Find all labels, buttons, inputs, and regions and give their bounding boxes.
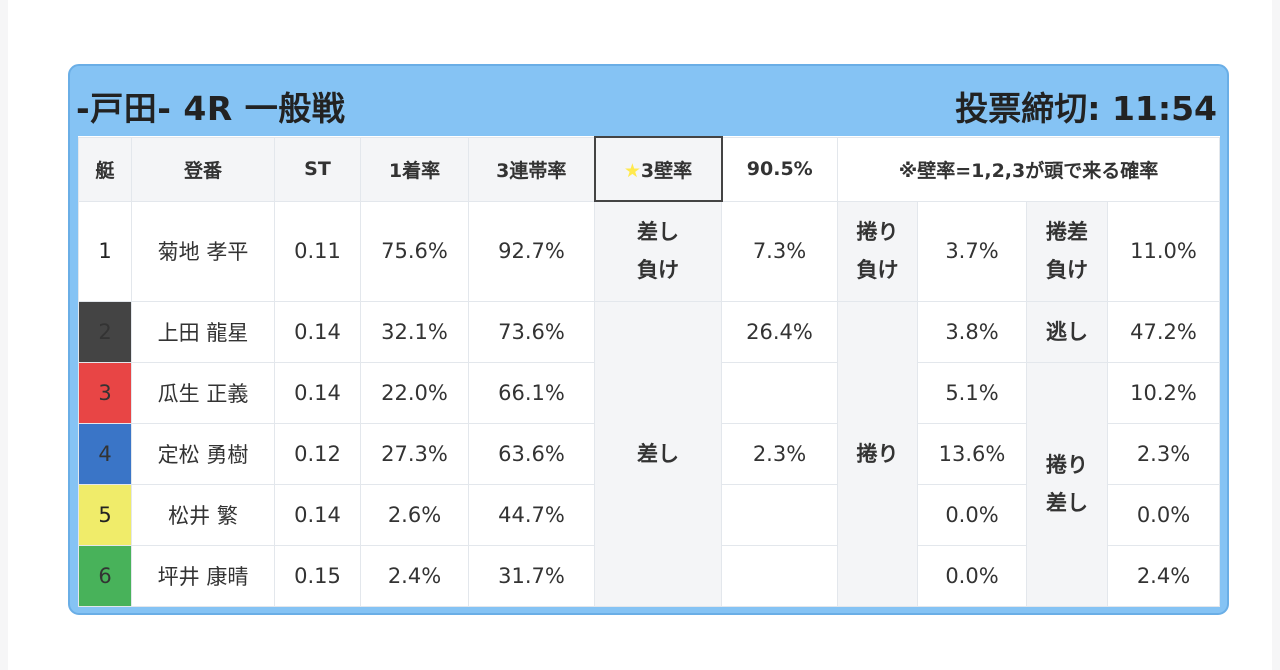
makuri-make-value: 3.7% xyxy=(917,200,1027,302)
sashi-make-label: 差し 負け xyxy=(594,200,722,302)
wall-rate-label: ★3壁率 xyxy=(593,136,723,202)
sashi-value: 26.4% xyxy=(721,300,838,363)
nige-value: 47.2% xyxy=(1107,300,1220,363)
racer-first-rate: 27.3% xyxy=(360,422,469,485)
sashi-value: 2.3% xyxy=(721,422,838,485)
racer-quinella-rate: 66.1% xyxy=(468,361,595,424)
racer-st: 0.12 xyxy=(274,422,361,485)
racer-name: 上田 龍星 xyxy=(131,300,275,363)
table-header-row: 艇 登番 ST 1着率 3連帯率 ★3壁率 90.5% ※壁率=1,2,3が頭で… xyxy=(78,136,1220,202)
makuri-value: 3.8% xyxy=(917,300,1027,363)
makuri-value: 13.6% xyxy=(917,422,1027,485)
sashi-make-value: 7.3% xyxy=(721,200,838,302)
racer-first-rate: 2.6% xyxy=(360,483,469,546)
frame-number: 6 xyxy=(78,544,132,607)
col-frame: 艇 xyxy=(78,136,132,202)
racer-name: 菊地 孝平 xyxy=(131,200,275,302)
star-icon: ★ xyxy=(623,159,641,182)
racer-st: 0.15 xyxy=(274,544,361,607)
racer-name: 坪井 康晴 xyxy=(131,544,275,607)
table-row: 5 松井 繁 0.14 2.6% 44.7% 0.0% 0.0% xyxy=(78,483,1220,546)
page: -戸田- 4R 一般戦 投票締切: 11:54 艇 登番 ST 1着率 3連帯率… xyxy=(8,0,1272,670)
frame-number: 4 xyxy=(78,422,132,485)
nige-label: 逃し xyxy=(1026,300,1108,363)
sashi-label: 差し xyxy=(594,300,722,607)
makurizashi-value: 2.3% xyxy=(1107,422,1220,485)
racer-st: 0.14 xyxy=(274,300,361,363)
col-name: 登番 xyxy=(131,136,275,202)
col-quinella-rate: 3連帯率 xyxy=(468,136,595,202)
racer-name: 瓜生 正義 xyxy=(131,361,275,424)
col-st: ST xyxy=(274,136,361,202)
makurizashi-value: 2.4% xyxy=(1107,544,1220,607)
racer-st: 0.14 xyxy=(274,361,361,424)
col-first-rate: 1着率 xyxy=(360,136,469,202)
sashi-value xyxy=(721,483,838,546)
racer-first-rate: 22.0% xyxy=(360,361,469,424)
makuri-value: 5.1% xyxy=(917,361,1027,424)
race-title: -戸田- 4R 一般戦 xyxy=(76,89,346,128)
racer-first-rate: 75.6% xyxy=(360,200,469,302)
table-row: 1 菊地 孝平 0.11 75.6% 92.7% 差し 負け 7.3% 捲り 負け … xyxy=(78,200,1220,302)
racer-quinella-rate: 31.7% xyxy=(468,544,595,607)
frame-number: 5 xyxy=(78,483,132,546)
racer-first-rate: 2.4% xyxy=(360,544,469,607)
makuri-value: 0.0% xyxy=(917,544,1027,607)
makuri-make-label: 捲り 負け xyxy=(837,200,918,302)
makurizashi-make-label: 捲差 負け xyxy=(1026,200,1108,302)
table-row: 2 上田 龍星 0.14 32.1% 73.6% 差し 26.4% 捲り 3.8… xyxy=(78,300,1220,607)
makurizashi-value: 0.0% xyxy=(1107,483,1220,546)
makurizashi-make-value: 11.0% xyxy=(1107,200,1220,302)
race-card: -戸田- 4R 一般戦 投票締切: 11:54 艇 登番 ST 1着率 3連帯率… xyxy=(68,64,1229,615)
racer-quinella-rate: 63.6% xyxy=(468,422,595,485)
table-row: 6 坪井 康晴 0.15 2.4% 31.7% 0.0% 2.4% xyxy=(78,544,1220,607)
racer-name: 定松 勇樹 xyxy=(131,422,275,485)
frame-number: 3 xyxy=(78,361,132,424)
racer-st: 0.11 xyxy=(274,200,361,302)
makuri-value: 0.0% xyxy=(917,483,1027,546)
racer-first-rate: 32.1% xyxy=(360,300,469,363)
table-row: 3 瓜生 正義 0.14 22.0% 66.1% 5.1% 捲り 差し 10.2% xyxy=(78,361,1220,607)
race-stats-table: 艇 登番 ST 1着率 3連帯率 ★3壁率 90.5% ※壁率=1,2,3が頭で… xyxy=(78,136,1220,607)
wall-rate-value: 90.5% xyxy=(721,136,838,202)
frame-number: 1 xyxy=(78,200,132,302)
makurizashi-label: 捲り 差し xyxy=(1026,361,1108,607)
racer-st: 0.14 xyxy=(274,483,361,546)
frame-number: 2 xyxy=(78,300,132,363)
sashi-value xyxy=(721,361,838,424)
wall-rate-note: ※壁率=1,2,3が頭で来る確率 xyxy=(837,136,1220,202)
racer-quinella-rate: 73.6% xyxy=(468,300,595,363)
makurizashi-value: 10.2% xyxy=(1107,361,1220,424)
sashi-value xyxy=(721,544,838,607)
voting-deadline: 投票締切: 11:54 xyxy=(955,89,1217,128)
racer-quinella-rate: 92.7% xyxy=(468,200,595,302)
makuri-label: 捲り xyxy=(837,300,918,607)
racer-name: 松井 繁 xyxy=(131,483,275,546)
racer-quinella-rate: 44.7% xyxy=(468,483,595,546)
